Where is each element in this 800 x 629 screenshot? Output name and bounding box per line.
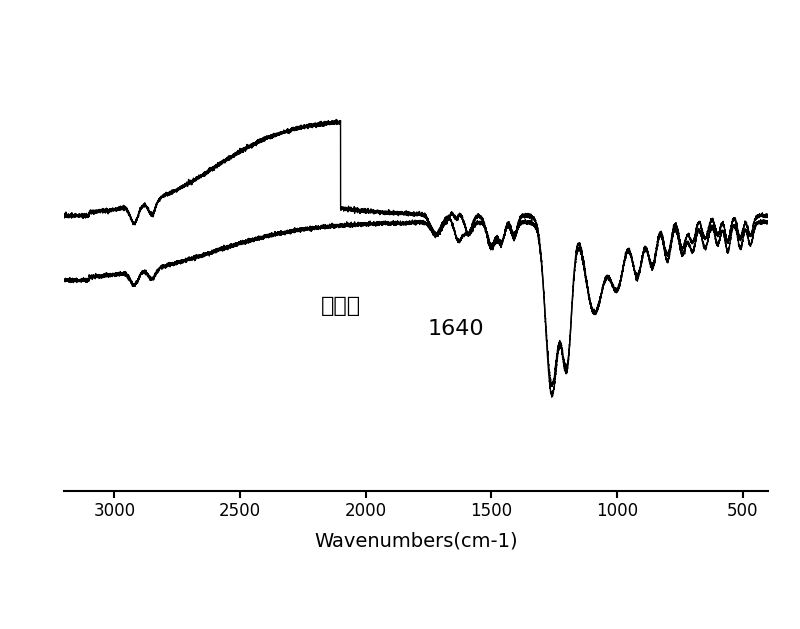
Text: 1640: 1640	[428, 319, 485, 339]
Text: 交联后: 交联后	[321, 296, 361, 316]
X-axis label: Wavenumbers(cm-1): Wavenumbers(cm-1)	[314, 532, 518, 550]
